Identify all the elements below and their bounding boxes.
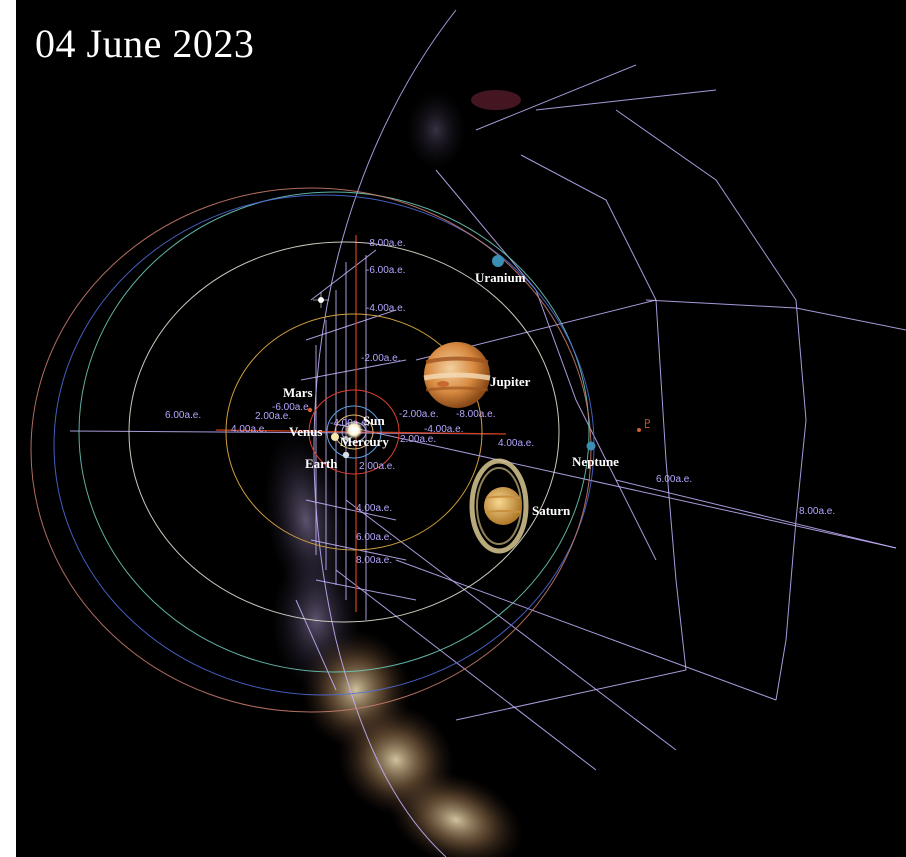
label-mercury: Mercury <box>340 434 389 449</box>
label-saturn: Saturn <box>532 503 571 518</box>
pluto-symbol: ♇ <box>642 417 653 431</box>
uranus <box>492 255 504 267</box>
orbit-mars <box>308 389 400 475</box>
axis-label-right: -4.00a.e. <box>424 424 463 435</box>
date-title: 04 June 2023 <box>35 21 255 66</box>
label-neptune: Neptune <box>572 454 619 469</box>
axis-label-right: -2.00a.e. <box>399 409 438 420</box>
orbit-jupiter <box>225 313 483 551</box>
axis-label-down: 6.00a.e. <box>356 532 392 543</box>
milky-way <box>263 90 524 857</box>
label-uranus: Uranium <box>475 270 526 285</box>
sun <box>345 421 363 439</box>
label-earth: Earth <box>305 456 338 471</box>
mercury <box>344 436 348 440</box>
axis-label-down: 2.00a.e. <box>359 461 395 472</box>
axis-label-left: 4.00a.e. <box>231 424 267 435</box>
planet-labels: Sun Mercury Venus Earth Mars Jupiter Sat… <box>283 270 619 518</box>
orbit-saturn <box>128 241 560 623</box>
earth <box>342 451 350 459</box>
pluto <box>637 428 641 432</box>
sky-canvas: -8.00a.e. -6.00a.e. -4.00a.e. -2.00a.e. … <box>30 9 906 857</box>
axis-label-right: -8.00a.e. <box>456 409 495 420</box>
axis-label-up: -2.00a.e. <box>361 353 400 364</box>
axis-label-down: 4.00a.e. <box>356 503 392 514</box>
axis-label-left: 6.00a.e. <box>165 410 201 421</box>
venus <box>331 433 339 441</box>
saturn <box>469 458 529 554</box>
axis-label-right: 8.00a.e. <box>799 506 835 517</box>
neptune <box>586 441 596 451</box>
mars <box>307 407 313 413</box>
axis-label-right: 2.00a.e. <box>400 434 436 445</box>
axis-label-up: -6.00a.e. <box>366 265 405 276</box>
orbit-venus <box>334 414 374 450</box>
bright-star <box>313 292 329 308</box>
axis-label-right: 4.00a.e. <box>498 438 534 449</box>
orbit-earth <box>326 405 382 459</box>
label-mars: Mars <box>283 385 313 400</box>
solar-system-scene: -8.00a.e. -6.00a.e. -4.00a.e. -2.00a.e. … <box>16 0 906 857</box>
axis-label-left: -6.00a.e. <box>272 402 311 413</box>
axis-label-right: 6.00a.e. <box>656 474 692 485</box>
label-venus: Venus <box>289 424 322 439</box>
label-sun: Sun <box>363 413 385 428</box>
axis-label-up: -4.00a.e. <box>366 303 405 314</box>
axis-label-down: 8.00a.e. <box>356 555 392 566</box>
planets: ♇ <box>307 255 653 554</box>
axis-label-up: -8.00a.e. <box>366 238 405 249</box>
axis-label-left: 2.00a.e. <box>255 411 291 422</box>
label-jupiter: Jupiter <box>490 374 531 389</box>
orbit-uranus <box>78 191 590 673</box>
jupiter <box>423 342 491 408</box>
